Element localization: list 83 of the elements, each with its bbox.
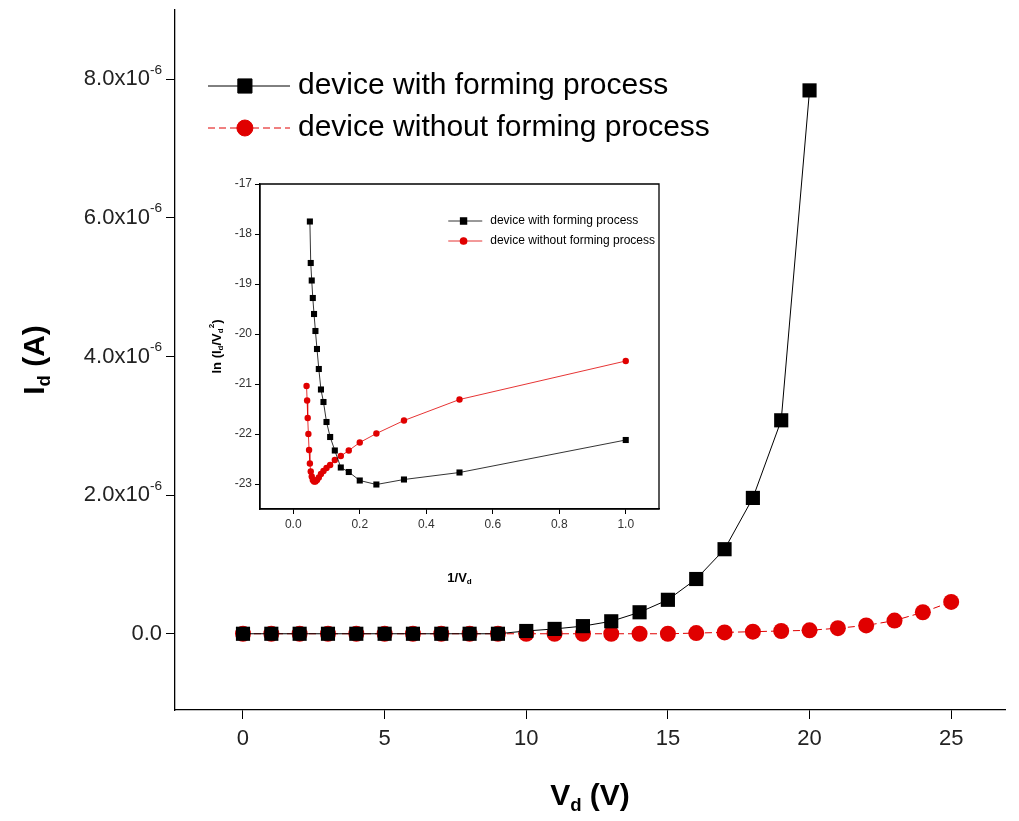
point — [345, 468, 352, 476]
x-tick-label: 25 — [938, 724, 964, 750]
x-tick-label: 20 — [797, 724, 822, 750]
point — [547, 621, 562, 636]
point — [744, 623, 761, 640]
point — [331, 456, 339, 464]
point — [323, 418, 330, 426]
point — [303, 397, 311, 404]
point — [310, 310, 318, 318]
point — [309, 294, 316, 302]
point — [745, 490, 760, 505]
x-tick-label: 0.6 — [484, 517, 502, 532]
point — [307, 259, 314, 267]
point — [317, 386, 324, 393]
y-tick-label: -20 — [234, 326, 253, 341]
point — [373, 481, 380, 488]
point — [622, 357, 629, 365]
point — [689, 571, 704, 587]
point — [622, 436, 629, 444]
point — [631, 625, 648, 642]
y-tick-label: -22 — [234, 426, 253, 441]
point — [306, 460, 314, 467]
point — [660, 592, 675, 607]
point — [773, 622, 790, 639]
point — [716, 624, 733, 641]
legend-label: device without forming process — [490, 233, 656, 248]
x-tick-label: 10 — [514, 724, 539, 750]
point — [914, 604, 931, 621]
point — [305, 430, 312, 438]
x-tick-label: 0 — [236, 724, 250, 750]
y-tick-label: -19 — [234, 276, 253, 291]
point — [659, 625, 676, 642]
point — [315, 365, 322, 373]
y-tick-label: -17 — [234, 176, 253, 191]
x-tick-label: 1.0 — [617, 517, 635, 532]
x-tick-label: 0.2 — [351, 517, 369, 532]
point — [327, 433, 334, 441]
point — [356, 477, 363, 484]
y-axis-title: ln (Id/Vd2) — [206, 319, 226, 374]
point — [801, 622, 818, 639]
point — [373, 430, 380, 437]
point — [320, 398, 327, 406]
x-tick-label: 5 — [378, 724, 391, 750]
y-axis-title: Id (A) — [17, 325, 55, 395]
point — [688, 625, 705, 642]
point — [858, 617, 875, 634]
point — [337, 464, 344, 471]
x-tick-label: 0.0 — [284, 517, 302, 532]
point — [331, 447, 338, 454]
point — [400, 417, 408, 424]
point — [943, 593, 960, 610]
point — [774, 413, 789, 428]
legend-label: device without forming process — [298, 109, 710, 143]
point — [575, 619, 590, 634]
y-tick-label: -23 — [234, 476, 253, 491]
point — [345, 447, 352, 454]
legend-label: device with forming process — [490, 213, 639, 228]
point — [829, 620, 846, 637]
x-tick-label: 15 — [655, 724, 681, 750]
point — [456, 469, 463, 476]
point — [312, 327, 319, 335]
point — [632, 605, 647, 620]
point — [604, 614, 619, 629]
x-tick-label: 0.8 — [550, 517, 568, 532]
point — [886, 612, 903, 629]
point — [337, 452, 344, 460]
point — [717, 542, 732, 557]
point — [326, 461, 334, 469]
point — [305, 446, 313, 454]
point — [306, 218, 313, 225]
legend-label: device with forming process — [298, 67, 669, 101]
y-tick-label: -18 — [234, 226, 253, 241]
point — [802, 83, 817, 98]
x-tick-label: 0.4 — [417, 517, 435, 532]
y-tick-label: -21 — [234, 376, 253, 391]
point — [303, 382, 310, 390]
point — [356, 439, 363, 446]
point — [313, 345, 321, 353]
point — [304, 414, 311, 422]
point — [456, 396, 463, 403]
point — [400, 476, 408, 483]
point — [308, 277, 315, 284]
y-tick-label: 0.0 — [131, 619, 163, 645]
